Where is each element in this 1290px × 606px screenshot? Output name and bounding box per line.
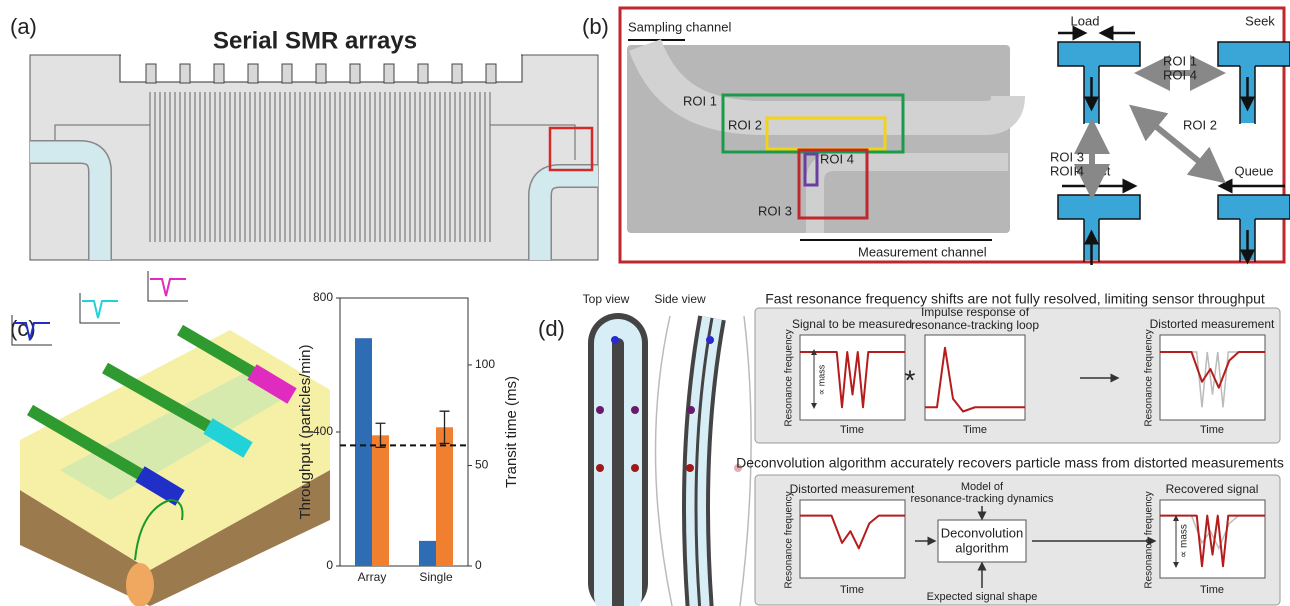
bar [419, 541, 436, 566]
label: Impulse response of [921, 305, 1030, 319]
y2-tick-label: 0 [475, 558, 482, 572]
y-axis-label: Resonance frequency [784, 329, 795, 426]
roi-label: ROI 3 [758, 203, 792, 218]
finger [180, 64, 190, 83]
particle [686, 464, 694, 472]
transition-label: ROI 1 [1163, 53, 1197, 68]
finger [418, 64, 428, 83]
finger [316, 64, 326, 83]
finger [214, 64, 224, 83]
y-axis-label: Resonance frequency [1144, 491, 1155, 588]
y2-tick-label: 50 [475, 458, 489, 472]
bar [436, 427, 453, 566]
finger [452, 64, 462, 83]
x-axis-label: Time [1200, 424, 1224, 436]
particle [596, 406, 604, 414]
x-axis-label: Time [1200, 584, 1224, 596]
y-tick-label: 0 [326, 558, 333, 572]
finger [282, 64, 292, 83]
bar [372, 435, 389, 566]
particle [631, 406, 639, 414]
label: Top view [583, 292, 630, 306]
state-label: Queue [1234, 163, 1273, 178]
label: Deconvolution algorithm accurately recov… [736, 455, 1284, 471]
label: Recovered signal [1166, 482, 1259, 496]
finger [248, 64, 258, 83]
device-background [30, 55, 598, 260]
particle [611, 336, 619, 344]
finger [146, 64, 156, 83]
figure: (a) Serial SMR arrays (b) Sampling channel R… [0, 0, 1290, 606]
label: resonance-tracking loop [911, 318, 1039, 332]
y2-tick-label: 100 [475, 357, 495, 371]
y-tick-label: 800 [313, 290, 333, 304]
panel-label: (a) [10, 14, 37, 39]
label: Signal to be measured [792, 317, 912, 331]
x-axis-label: Time [840, 584, 864, 596]
x-axis-label: Time [840, 424, 864, 436]
roi-label: ROI 4 [820, 151, 854, 166]
panel-label: (b) [582, 14, 609, 39]
state-label: Load [1071, 13, 1100, 28]
x-tick-label: Single [419, 570, 453, 584]
transition-label: ROI 2 [1183, 117, 1217, 132]
mini-plot [1160, 335, 1265, 420]
notch-cover [121, 54, 521, 57]
state-label: Seek [1245, 13, 1275, 28]
state-channel [1218, 195, 1290, 219]
transition-label: ROI 4 [1163, 67, 1197, 82]
label: resonance-tracking dynamics [910, 493, 1054, 505]
channel-core [612, 338, 624, 606]
state-channel [1218, 42, 1290, 66]
label: Model of [961, 481, 1004, 493]
y-axis-label: Resonance frequency [784, 491, 795, 588]
mini-plot [800, 500, 905, 578]
label: Deconvolution [941, 525, 1023, 540]
label: Sampling channel [628, 19, 731, 34]
transition-label: ROI 3 [1050, 149, 1084, 164]
label: Distorted measurement [790, 482, 915, 496]
roi-label: ROI 2 [728, 117, 762, 132]
y-axis-label: Throughput (particles/min) [297, 344, 314, 519]
mini-signal [82, 301, 118, 318]
label: Side view [654, 292, 706, 306]
finger [384, 64, 394, 83]
x-axis-label: Time [963, 424, 987, 436]
panel-title: Serial SMR arrays [213, 27, 417, 54]
y-tick-label: 400 [313, 424, 333, 438]
state-channel [1058, 42, 1140, 66]
particle [706, 336, 714, 344]
mini-signal [150, 279, 186, 296]
label: Distorted measurement [1150, 317, 1275, 331]
bar [355, 338, 372, 566]
transition-label: ROI 4 [1050, 163, 1084, 178]
label: Expected signal shape [927, 591, 1038, 603]
label: algorithm [955, 540, 1008, 555]
state-channel [1058, 195, 1140, 219]
y2-axis-label: Transit time (ms) [503, 376, 520, 488]
x-tick-label: Array [358, 570, 387, 584]
label: Measurement channel [858, 244, 987, 259]
finger [486, 64, 496, 83]
panel-label: (d) [538, 316, 565, 341]
mass-label: ∝ mass [816, 364, 826, 395]
particle [596, 464, 604, 472]
finger [350, 64, 360, 83]
label: * [905, 364, 916, 395]
particle [631, 464, 639, 472]
sample-tube [126, 563, 154, 606]
particle [687, 406, 695, 414]
mass-label: ∝ mass [1179, 524, 1190, 558]
y-axis-label: Resonance frequency [1144, 329, 1155, 426]
roi-label: ROI 1 [683, 93, 717, 108]
